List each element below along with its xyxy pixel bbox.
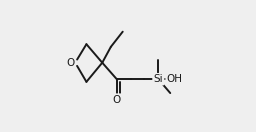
Text: O: O — [113, 95, 121, 105]
Text: Si: Si — [154, 74, 163, 84]
Text: OH: OH — [167, 74, 183, 84]
Text: O: O — [66, 58, 74, 68]
